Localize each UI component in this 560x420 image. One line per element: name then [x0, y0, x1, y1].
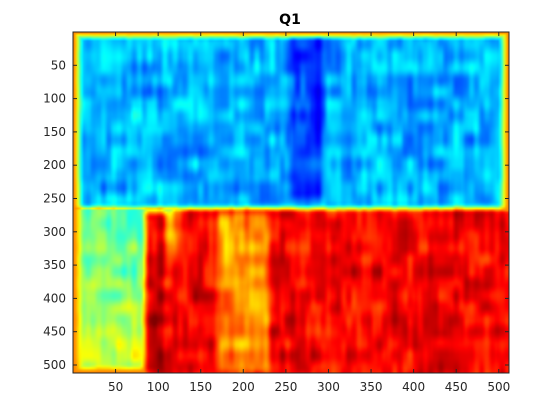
y-axis: 50 100 150 200 250 300 350 400 450 500 — [43, 58, 509, 372]
y-tick-label: 500 — [43, 358, 66, 372]
y-tick-label: 50 — [51, 58, 66, 72]
y-tick-label: 400 — [43, 291, 66, 305]
chart-title: Q1 — [279, 12, 301, 28]
x-tick-label: 100 — [147, 380, 170, 394]
x-tick-label: 450 — [445, 380, 468, 394]
x-tick-label: 350 — [360, 380, 383, 394]
x-tick-label: 400 — [402, 380, 425, 394]
x-tick-label: 500 — [487, 380, 510, 394]
plot-frame — [72, 31, 510, 374]
x-tick-label: 250 — [274, 380, 297, 394]
x-axis: 50 100 150 200 250 300 350 400 450 500 — [108, 32, 510, 394]
y-tick-label: 350 — [43, 258, 66, 272]
y-tick-label: 300 — [43, 225, 66, 239]
y-tick-label: 450 — [43, 325, 66, 339]
y-tick-label: 100 — [43, 92, 66, 106]
x-tick-label: 300 — [317, 380, 340, 394]
y-tick-label: 150 — [43, 125, 66, 139]
x-tick-label: 200 — [232, 380, 255, 394]
x-tick-label: 50 — [108, 380, 123, 394]
y-tick-label: 250 — [43, 192, 66, 206]
heatmap-image — [73, 32, 509, 373]
x-tick-label: 150 — [189, 380, 212, 394]
y-tick-label: 200 — [43, 158, 66, 172]
